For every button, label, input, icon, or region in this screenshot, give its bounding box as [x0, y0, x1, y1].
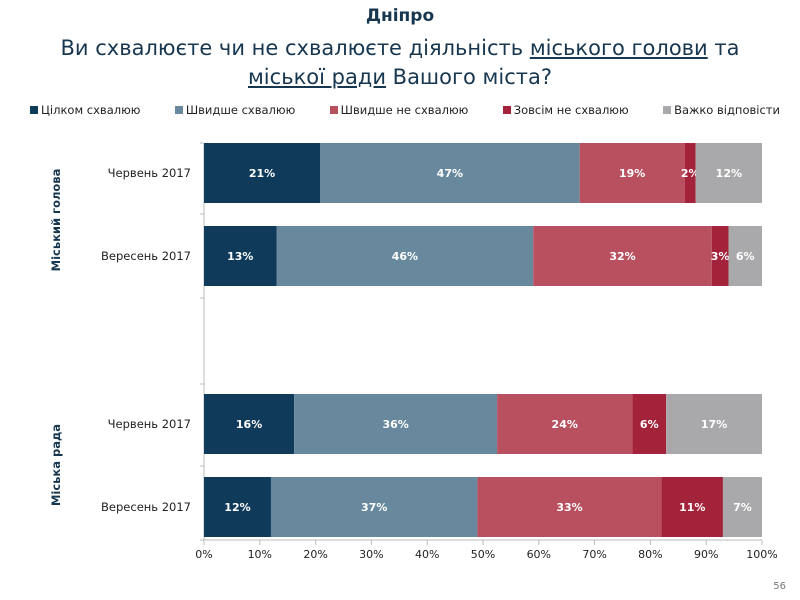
bar-segment [204, 394, 295, 454]
legend-label: Цілком схвалюю [41, 103, 141, 117]
legend-label: Швидше схвалюю [185, 103, 296, 117]
data-label: 32% [609, 250, 635, 263]
data-label: 11% [679, 501, 705, 514]
x-tick-label: 40% [415, 548, 439, 561]
data-label: 19% [619, 167, 645, 180]
title-part: Вашого міста? [385, 65, 553, 89]
x-tick-label: 60% [527, 548, 551, 561]
data-label: 12% [716, 167, 742, 180]
title-part: та [707, 36, 740, 60]
legend-label: Важко відповісти [674, 103, 780, 117]
legend-item: Важко відповісти [663, 103, 780, 117]
bar-segment [728, 226, 762, 286]
x-tick-label: 30% [359, 548, 383, 561]
bar-segment [711, 226, 729, 286]
data-label: 46% [392, 250, 418, 263]
x-tick-label: 80% [638, 548, 662, 561]
data-label: 7% [733, 501, 752, 514]
bar-segment [533, 226, 712, 286]
page-number: 56 [773, 581, 786, 592]
bar-segment [320, 143, 580, 203]
x-tick-label: 10% [248, 548, 272, 561]
legend-swatch [30, 106, 38, 114]
bar-segment [204, 143, 321, 203]
bar-segment [276, 226, 534, 286]
data-label: 36% [382, 418, 408, 431]
bar-segment [204, 477, 271, 537]
x-tick-label: 20% [303, 548, 327, 561]
data-label: 47% [437, 167, 463, 180]
data-label: 12% [224, 501, 250, 514]
legend-item: Швидше схвалюю [174, 103, 296, 117]
bar-segment [666, 394, 762, 454]
data-label: 2% [681, 167, 700, 180]
bar-segment [270, 477, 478, 537]
x-tick-label: 90% [694, 548, 718, 561]
data-label: 21% [249, 167, 275, 180]
data-label: 24% [552, 418, 578, 431]
bar-segment [661, 477, 723, 537]
legend-swatch [502, 106, 511, 114]
bar-segment [695, 143, 762, 203]
data-label: 3% [711, 250, 730, 263]
data-label: 33% [556, 501, 582, 514]
bar-segment [294, 394, 498, 454]
category-label: Червень 2017 [108, 417, 191, 431]
data-label: 17% [701, 418, 727, 431]
title-part-council: міської ради [247, 65, 386, 89]
legend-item: Цілком схвалюю [30, 103, 140, 117]
x-tick-label: 0% [195, 548, 212, 561]
legend-item: Швидше не схвалюю [329, 103, 469, 117]
legend-label: Швидше не схвалюю [340, 103, 469, 117]
legend-swatch [663, 106, 672, 114]
legend-label: Зовсім не схвалюю [513, 103, 629, 117]
category-label: Вересень 2017 [101, 249, 191, 263]
legend: Цілком схвалюю Швидше схвалюю Швидше не сх… [30, 103, 780, 117]
bar-segment [579, 143, 685, 203]
x-tick-label: 100% [746, 548, 777, 561]
bar-segment [477, 477, 662, 537]
city-heading: Дніпро [365, 6, 435, 26]
data-label: 16% [236, 418, 262, 431]
data-label: 13% [227, 250, 253, 263]
bar-segment [684, 143, 696, 203]
data-label: 6% [736, 250, 755, 263]
legend-item: Зовсім не схвалюю [502, 103, 629, 117]
category-label: Червень 2017 [108, 166, 191, 180]
bar-segment [632, 394, 667, 454]
legend-swatch [174, 106, 183, 114]
x-tick-label: 70% [582, 548, 606, 561]
group-label: Міський голова [49, 169, 63, 272]
data-label: 6% [640, 418, 659, 431]
chart-title: Ви схвалюєте чи не схвалюєте діяльність … [20, 34, 780, 92]
bar-segment [204, 226, 277, 286]
data-label: 37% [361, 501, 387, 514]
category-label: Вересень 2017 [101, 500, 191, 514]
title-part: Ви схвалюєте чи не схвалюєте діяльність [60, 36, 530, 60]
group-label: Міська рада [49, 424, 63, 506]
title-part-mayor: міського голови [529, 36, 708, 60]
bar-segment [722, 477, 762, 537]
x-tick-label: 50% [471, 548, 495, 561]
bar-segment [497, 394, 633, 454]
legend-swatch [329, 106, 338, 114]
